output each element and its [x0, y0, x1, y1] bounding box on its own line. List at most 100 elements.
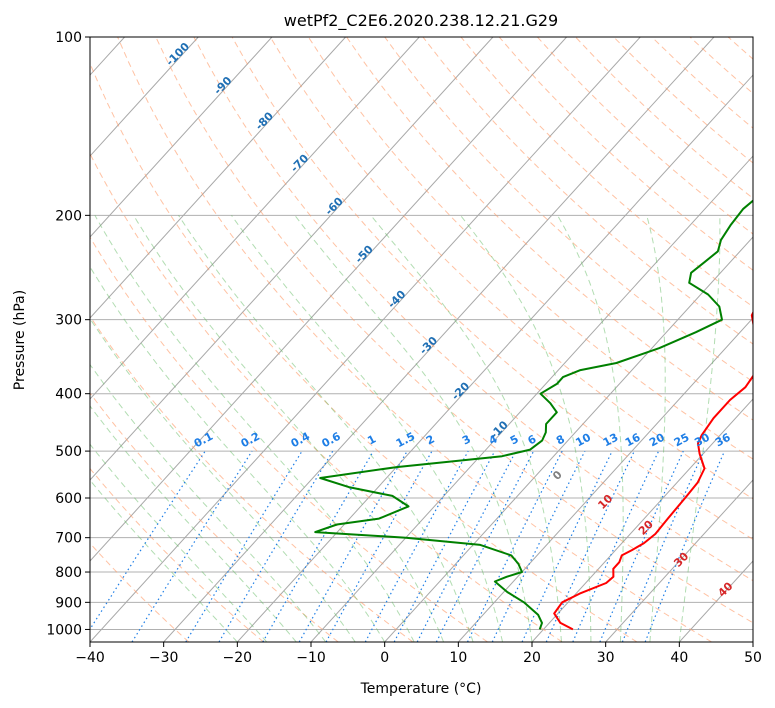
y-tick-label: 700 [55, 531, 82, 547]
y-axis: 100 200 300 400 500 600 700 800 900 1000 [46, 30, 90, 638]
isotherm-line [90, 37, 199, 157]
x-tick-label: 20 [523, 650, 541, 666]
dry-adiabat [155, 37, 753, 624]
mixing-ratio-label: 16 [623, 431, 643, 450]
moist-adiabat [90, 443, 268, 642]
moist-adiabat [557, 215, 624, 642]
dry-adiabat [575, 37, 753, 199]
x-tick-label: 30 [597, 650, 615, 666]
isotherm-label: -30 [417, 334, 440, 357]
isotherm-line [236, 74, 753, 642]
isotherm-label: -20 [449, 379, 472, 402]
dry-adiabat [90, 542, 190, 642]
temperature-profile-line [553, 310, 753, 631]
dewpoint-profile-line [314, 199, 753, 630]
isotherm-label: -80 [253, 109, 276, 132]
x-tick-label: −20 [223, 650, 253, 666]
isotherm-label: -50 [353, 242, 376, 265]
isotherm-line [457, 317, 753, 642]
moist-adiabat-label: 0 [550, 468, 565, 483]
y-tick-label: 100 [55, 30, 82, 46]
dry-adiabat [384, 37, 753, 383]
dry-adiabat [346, 37, 753, 421]
mixing-ratio-line [545, 450, 635, 642]
y-tick-label: 800 [55, 565, 82, 581]
isotherm-line [90, 37, 273, 238]
dry-adiabat [307, 37, 753, 460]
y-tick-label: 900 [55, 595, 82, 611]
x-tick-label: −30 [149, 650, 179, 666]
dry-adiabat [689, 37, 753, 95]
dry-adiabat [90, 467, 264, 642]
dry-adiabat [193, 37, 753, 582]
mixing-ratio-label: 1 [365, 432, 378, 447]
x-tick-label: 0 [380, 650, 389, 666]
mixing-ratio-label: 5 [508, 432, 521, 447]
isotherm-line [90, 37, 420, 400]
moist-adiabat [231, 215, 503, 642]
mixing-ratio-label: 0.1 [192, 430, 215, 451]
dry-adiabat [90, 236, 488, 642]
moist-adiabat [133, 215, 445, 642]
moist-adiabat [90, 405, 297, 642]
y-tick-label: 300 [55, 313, 82, 329]
dry-adiabat [460, 37, 753, 308]
mixing-ratio-label: 0.4 [289, 430, 313, 451]
moist-adiabat [460, 214, 592, 642]
dry-adiabat [727, 37, 753, 60]
isotherm-line [752, 641, 753, 642]
isotherm-line [90, 37, 494, 481]
mixing-ratio-line [262, 450, 374, 642]
x-tick-label: 40 [670, 650, 688, 666]
moist-adiabat [678, 215, 721, 642]
isotherm-line [531, 398, 753, 642]
dry-adiabat [90, 392, 339, 642]
y-tick-label: 600 [55, 491, 82, 507]
plot-frame [89, 36, 754, 643]
isotherm-line [90, 37, 641, 642]
x-tick-label: 10 [449, 650, 467, 666]
mixing-ratio-line [491, 450, 586, 642]
mixing-ratio-line [364, 450, 469, 642]
moist-adiabat [90, 479, 238, 642]
mixing-ratio-label: 3 [460, 432, 473, 447]
mixing-ratio-label: 8 [554, 432, 567, 447]
mixing-ratio-label: 0.6 [320, 430, 344, 451]
chart-title: wetPf2_C2E6.2020.238.12.21.G29 [284, 11, 558, 31]
mixing-ratio-line [185, 450, 303, 642]
dry-adiabat [90, 152, 563, 642]
moist-adiabat [178, 215, 474, 642]
moist-adiabat [646, 215, 666, 642]
dry-adiabat [231, 37, 753, 540]
mixing-ratio-label: 0.2 [239, 430, 262, 451]
moist-adiabat-label: 40 [715, 579, 735, 599]
mixing-ratio-line [131, 450, 253, 642]
isotherm-line [384, 236, 753, 642]
mixing-ratio-line [466, 450, 563, 642]
mixing-ratio-line [599, 450, 684, 642]
x-tick-label: −10 [296, 650, 326, 666]
mixing-ratio-label: 25 [672, 431, 692, 450]
mixing-ratio-label: 2 [424, 432, 437, 447]
y-tick-label: 200 [55, 208, 82, 224]
moist-adiabat-label: 10 [595, 492, 615, 512]
isotherm-line [90, 37, 567, 562]
moist-adiabat [94, 215, 415, 642]
mixing-ratio-line [90, 450, 206, 631]
y-tick-label: 400 [55, 387, 82, 403]
mixing-ratio-label: 10 [573, 431, 593, 450]
moist-adiabat [90, 265, 386, 642]
mixing-ratio-label: 13 [601, 431, 621, 450]
dry-adiabat [537, 37, 753, 235]
mixing-ratio-line [621, 450, 705, 642]
x-axis: −40 −30 −20 −10 0 10 20 30 40 50 [75, 642, 762, 666]
series-lines [314, 199, 753, 631]
mixing-ratio-label: 1.5 [394, 430, 417, 451]
mixing-ratio-line [416, 450, 517, 642]
mixing-ratio-label: 20 [647, 431, 667, 450]
y-tick-label: 500 [55, 444, 82, 460]
moist-adiabat [90, 363, 327, 642]
dry-adiabat [269, 37, 753, 500]
isotherm-line [90, 37, 346, 319]
dry-adiabat [651, 37, 753, 129]
